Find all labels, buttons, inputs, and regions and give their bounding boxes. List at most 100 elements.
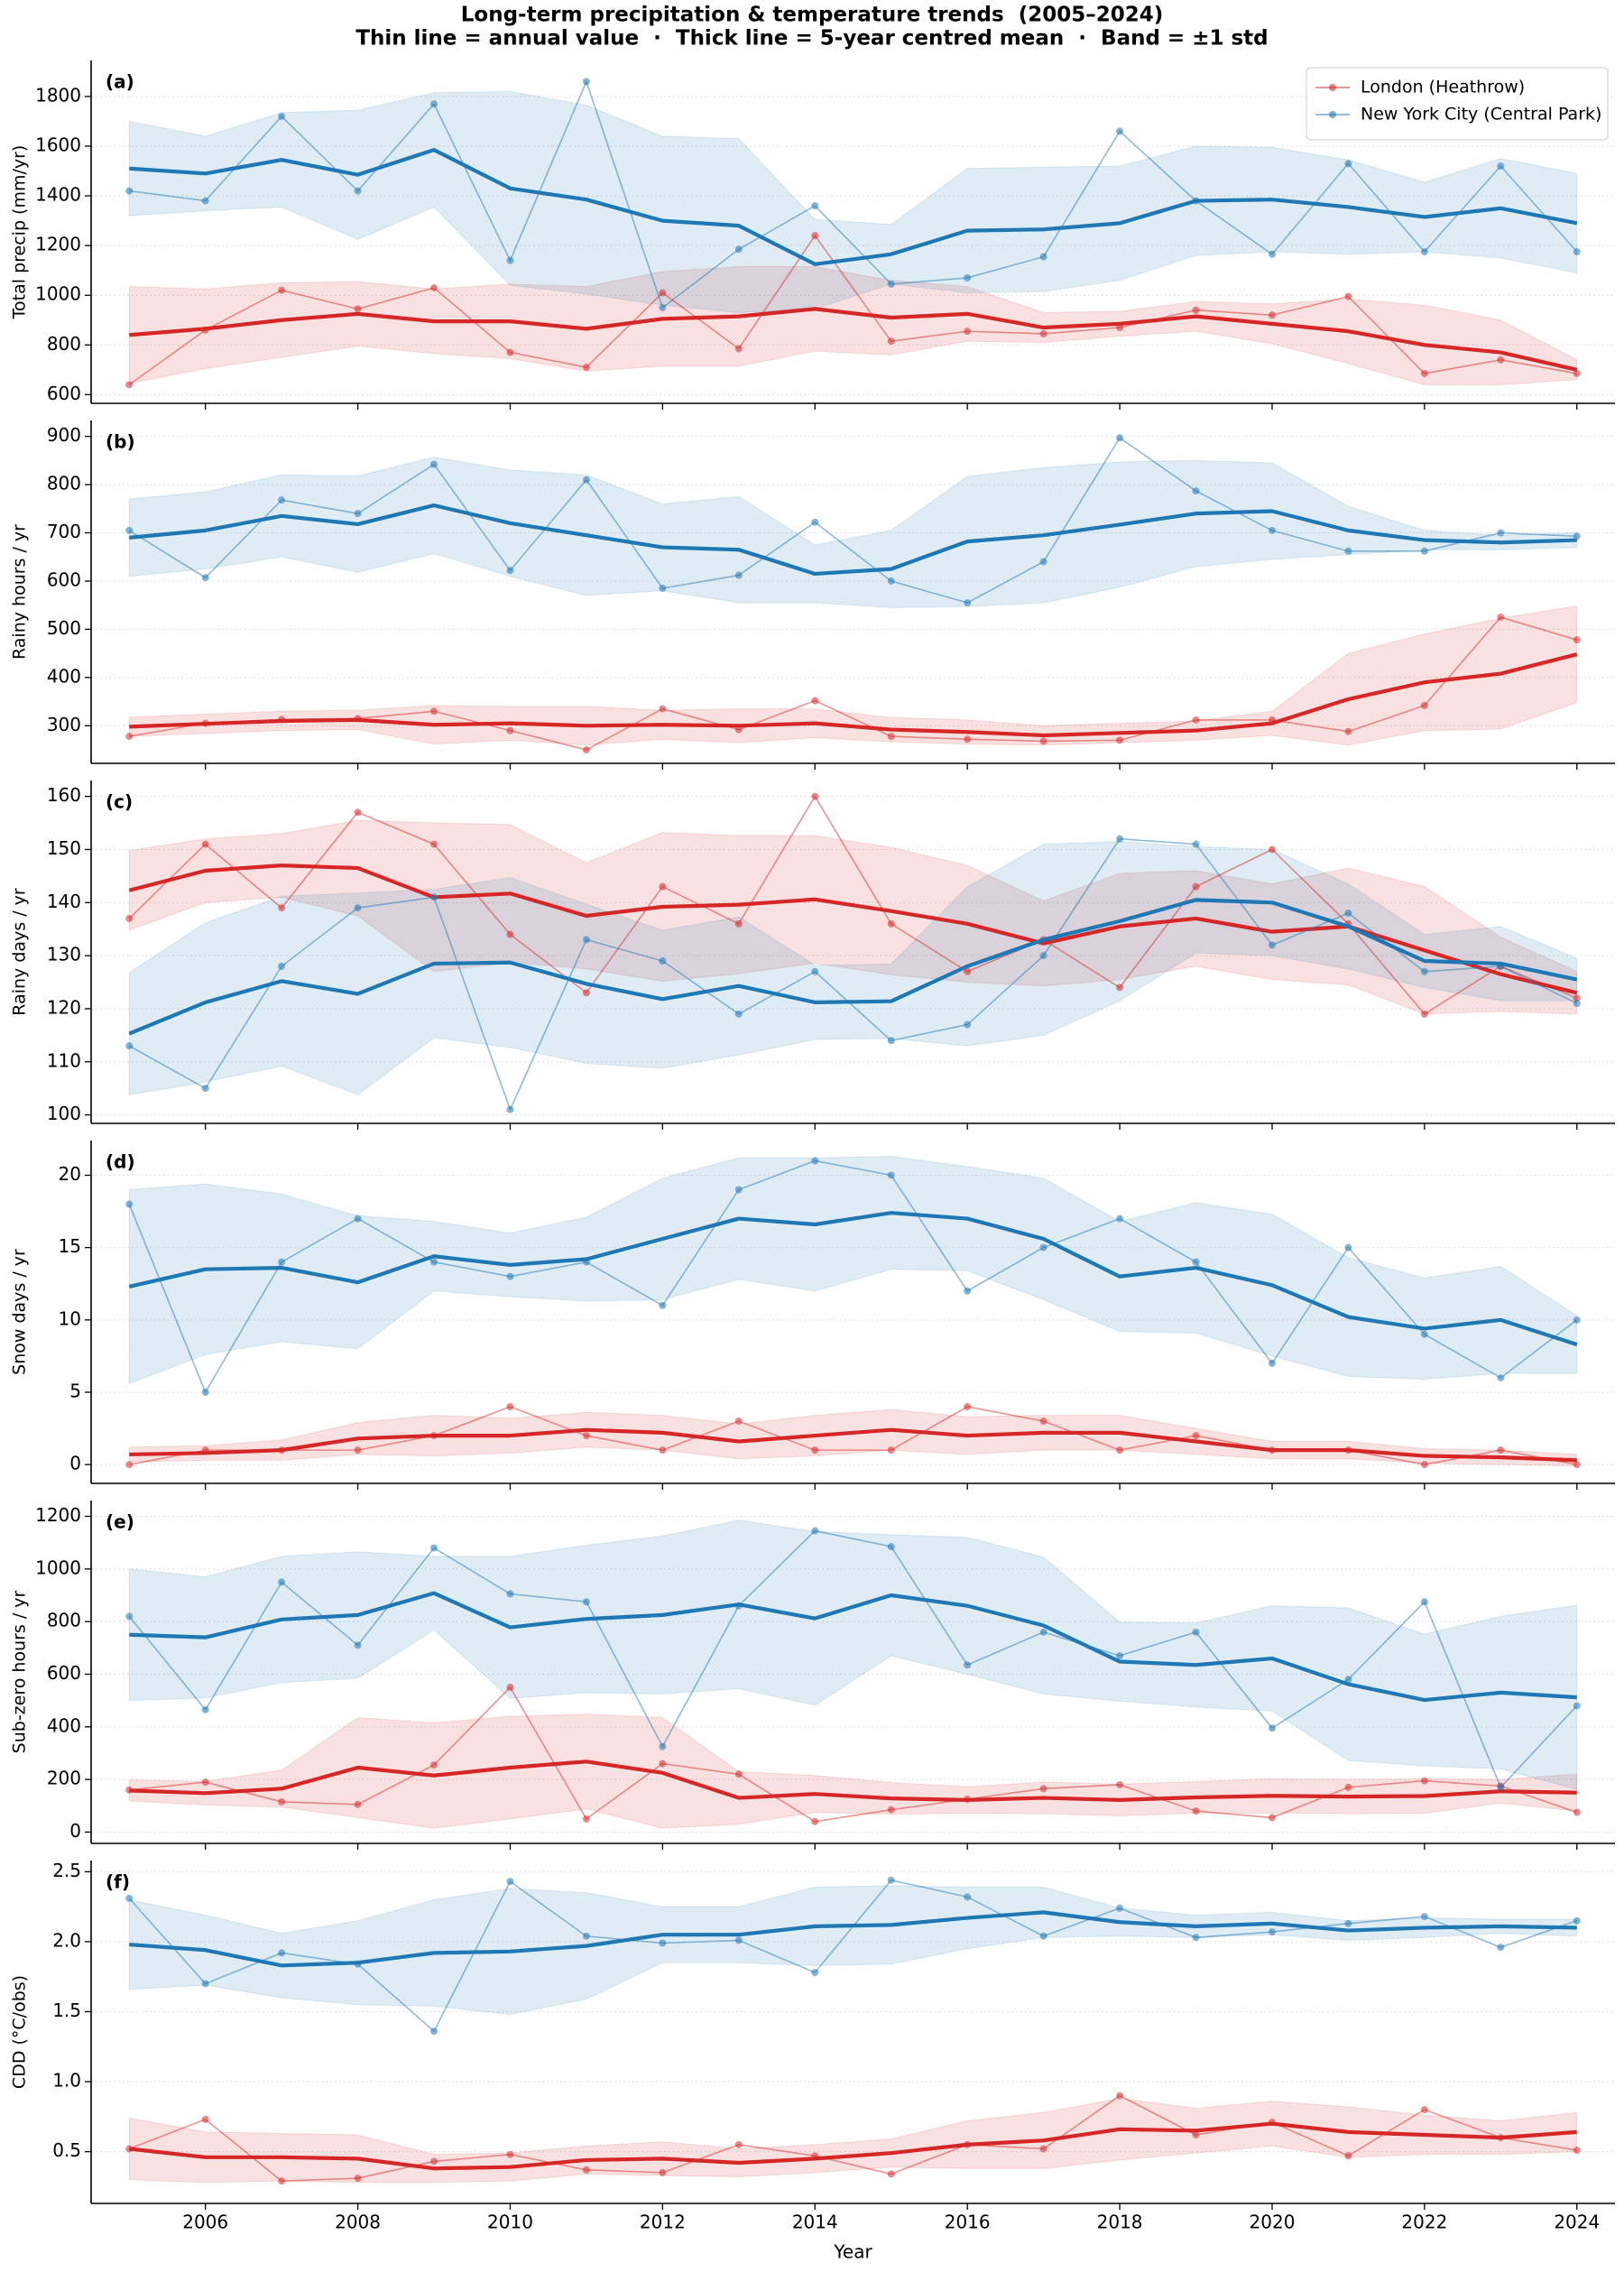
annual-point [125, 1042, 134, 1050]
annual-point [201, 197, 209, 205]
mean-line [128, 1211, 1578, 1347]
annual-point [887, 577, 895, 585]
y-tick-label: 300 [47, 714, 81, 735]
mean-line [129, 1427, 1577, 1463]
annual-point [1268, 311, 1276, 319]
annual-point [734, 919, 743, 928]
annual-point [354, 187, 362, 195]
annual-point [430, 460, 438, 468]
annual-point [506, 256, 514, 264]
annual-point [734, 1418, 743, 1426]
y-tick-label: 200 [47, 1768, 81, 1789]
annual-point [1116, 127, 1124, 135]
annual-point [278, 904, 286, 912]
annual-point [659, 303, 667, 311]
legend-label: New York City (Central Park) [1361, 105, 1601, 125]
annual-point [430, 2157, 438, 2166]
annual-point [506, 726, 514, 734]
annual-point [1192, 716, 1200, 724]
annual-point [1573, 1000, 1581, 1008]
annual-point [1344, 1243, 1352, 1251]
y-tick-label: 1.5 [52, 2000, 81, 2021]
y-tick-label: 150 [47, 837, 81, 859]
annual-point [1344, 292, 1352, 300]
annual-point [506, 1684, 514, 1692]
y-tick-label: 110 [47, 1049, 81, 1071]
annual-point [1192, 1807, 1200, 1815]
annual-point [201, 1705, 209, 1713]
annual-point [1344, 2152, 1352, 2160]
annual-point [1116, 1652, 1124, 1660]
annual-line [128, 837, 1578, 1112]
x-tick-label: 2008 [335, 2212, 381, 2233]
annual-point [125, 914, 134, 922]
annual-point [1039, 952, 1047, 960]
annual-point [1116, 736, 1124, 744]
annual-point [1573, 248, 1581, 256]
annual-point [1116, 1904, 1124, 1912]
annual-point [430, 707, 438, 716]
annual-point [1039, 737, 1047, 745]
annual-point [125, 1461, 134, 1469]
panel-label: (c) [106, 791, 133, 813]
mean-line [129, 1910, 1577, 1968]
legend-box [1306, 67, 1609, 141]
annual-point [734, 1010, 743, 1018]
legend-marker [1329, 111, 1336, 118]
annual-line [128, 437, 1577, 604]
annual-point [1039, 329, 1047, 337]
annual-point [125, 187, 134, 195]
y-tick-label: 400 [47, 1714, 81, 1736]
annual-point [506, 1403, 514, 1411]
annual-point [811, 792, 819, 800]
annual-point [582, 2166, 590, 2174]
annual-point [278, 2177, 286, 2185]
annual-point [659, 2168, 667, 2176]
annual-point [887, 919, 895, 928]
annual-point [1420, 1777, 1428, 1785]
mean-line [129, 503, 1577, 577]
annual-point [1039, 1785, 1047, 1793]
annual-point [125, 381, 134, 389]
annual-point [278, 1949, 286, 1957]
annual-point [964, 1403, 972, 1411]
annual-point [1268, 941, 1276, 949]
annual-point [1039, 558, 1047, 566]
annual-point [1497, 614, 1505, 622]
annual-point [1420, 1913, 1428, 1921]
std-band [128, 457, 1578, 608]
annual-point [964, 967, 972, 975]
annual-point [1573, 2147, 1581, 2155]
annual-point [201, 574, 209, 582]
annual-point [278, 1258, 286, 1266]
annual-point [887, 337, 895, 346]
annual-line [129, 616, 1578, 751]
annual-point [1497, 1373, 1505, 1381]
legend-marker [1329, 84, 1336, 91]
annual-point [1497, 162, 1505, 171]
annual-point [1039, 1418, 1047, 1426]
y-tick-label: 1000 [35, 1556, 81, 1578]
annual-point [201, 2115, 209, 2123]
annual-point [964, 1893, 972, 1901]
y-tick-label: 600 [47, 568, 81, 590]
annual-point [964, 1021, 972, 1029]
x-tick-label: 2020 [1250, 2212, 1296, 2233]
annual-point [659, 1742, 667, 1750]
annual-point [887, 733, 895, 741]
annual-point [1573, 1461, 1581, 1469]
annual-point [430, 100, 438, 108]
annual-point [734, 2140, 743, 2148]
annual-point [1192, 487, 1200, 495]
annual-point [430, 893, 438, 901]
annual-point [1420, 1598, 1428, 1606]
annual-point [811, 967, 819, 975]
y-tick-label: 10 [59, 1307, 81, 1329]
x-tick-label: 2022 [1401, 2212, 1447, 2233]
annual-point [582, 936, 590, 944]
annual-point [1116, 434, 1124, 442]
annual-point [1039, 2145, 1047, 2153]
annual-point [964, 735, 972, 743]
y-tick-label: 500 [47, 617, 81, 639]
figure-subtitle: Thin line = annual value · Thick line = … [355, 27, 1268, 51]
